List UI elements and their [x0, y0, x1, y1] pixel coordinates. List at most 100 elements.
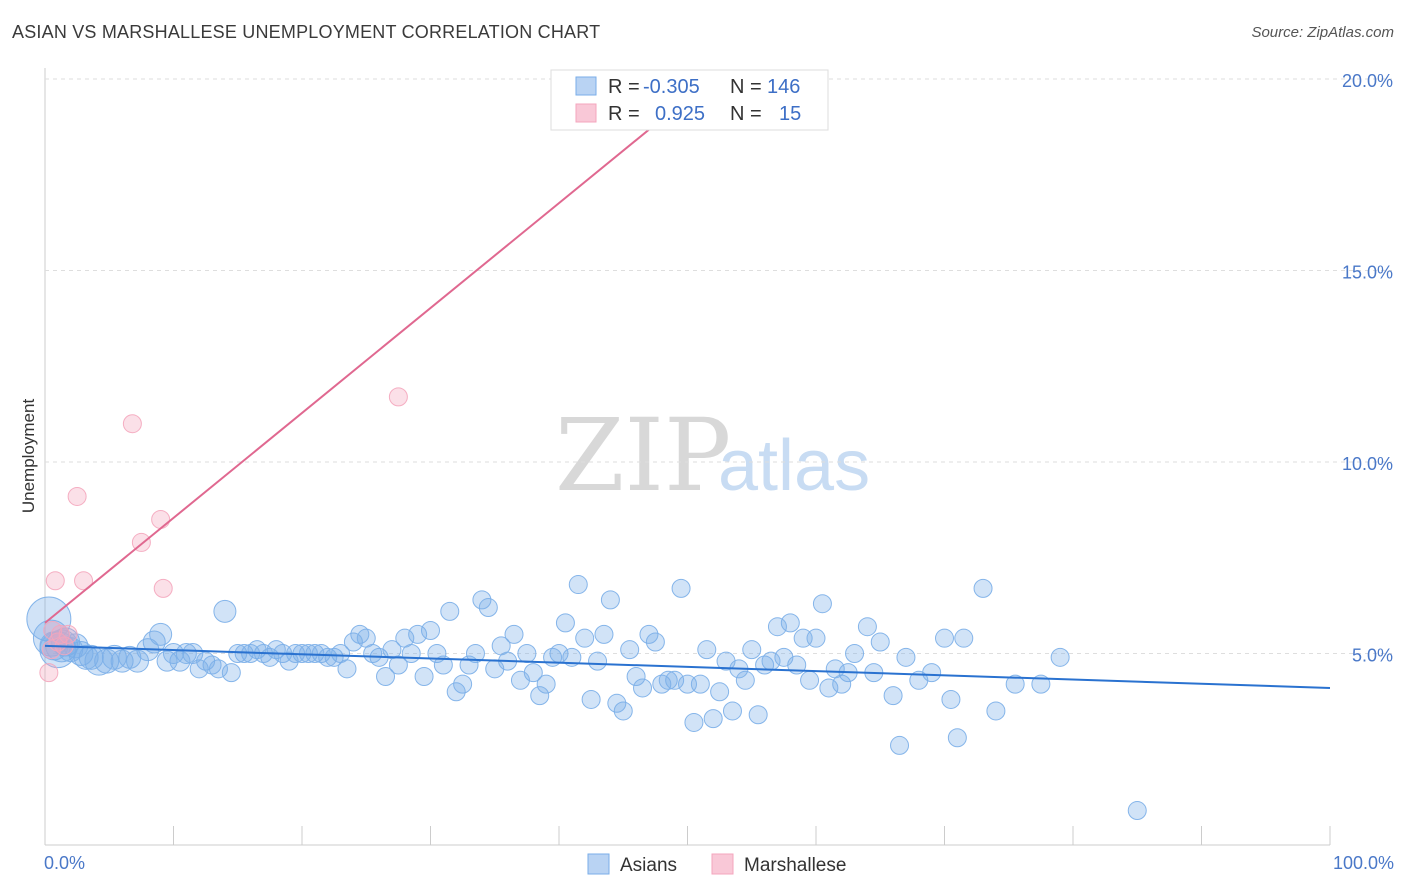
watermark-zip: ZIP [555, 397, 731, 514]
asians-point-76 [517, 644, 537, 663]
legend-r-label-marshallese: R = [608, 103, 640, 125]
asians-point-131 [883, 686, 903, 706]
legend-n-value-marshallese: 15 [779, 103, 801, 125]
asians-point-144 [1050, 647, 1070, 667]
asians-point-95 [639, 624, 659, 644]
source-label: Source: ZipAtlas.com [1251, 24, 1394, 41]
asians-point-103 [690, 674, 710, 694]
asians-point-30 [221, 663, 241, 683]
asians-point-58 [401, 644, 421, 663]
asians-point-89 [600, 590, 620, 610]
x-ticks [173, 826, 1331, 845]
asians-point-61 [421, 621, 440, 641]
trend-lines [44, 97, 1331, 689]
y-tick-label-15: 15.0% [1342, 263, 1393, 283]
chart-title: ASIAN VS MARSHALLESE UNEMPLOYMENT CORREL… [12, 22, 601, 42]
legend-n-label-asians: N = [730, 76, 762, 98]
asians-point-59 [408, 624, 428, 644]
asians-point-136 [935, 628, 954, 648]
asians-point-91 [613, 701, 633, 721]
asians-point-25 [189, 659, 209, 679]
asians-point-29 [213, 599, 237, 623]
legend-r-label-asians: R = [608, 76, 640, 98]
marshallese-point-9 [74, 571, 94, 591]
legend-r-value-asians: -0.305 [643, 76, 700, 98]
marshallese-trend-line [44, 97, 689, 624]
asians-point-106 [710, 682, 730, 702]
asians-point-85 [575, 628, 595, 648]
asians-point-132 [890, 735, 910, 755]
asians-point-120 [800, 670, 820, 690]
y-tick-label-5: 5.0% [1352, 646, 1393, 666]
asians-point-133 [896, 647, 916, 667]
asians-point-54 [376, 666, 396, 686]
series-asians-points [26, 575, 1147, 821]
asians-point-93 [626, 666, 646, 686]
asians-point-92 [620, 640, 640, 660]
asians-point-24 [182, 643, 204, 664]
legend-r-value-marshallese: 0.925 [655, 103, 705, 125]
asians-point-141 [986, 701, 1006, 721]
asians-point-142 [1005, 674, 1025, 694]
asians-point-64 [440, 601, 460, 621]
asians-point-108 [722, 701, 742, 721]
asians-point-86 [581, 689, 601, 709]
asians-point-9 [73, 644, 99, 670]
asians-point-45 [318, 647, 338, 667]
asians-point-84 [568, 575, 588, 595]
bottom-legend-label-asians: Asians [620, 855, 677, 876]
watermark: ZIP atlas [555, 397, 870, 514]
asians-point-135 [922, 663, 942, 683]
asians-point-127 [845, 644, 865, 663]
marshallese-point-7 [58, 624, 78, 644]
asians-point-18 [142, 630, 166, 654]
asians-point-48 [337, 659, 357, 679]
marshallese-point-12 [151, 509, 171, 529]
asians-point-137 [941, 689, 961, 709]
series-legend: Asians Marshallese [587, 853, 846, 876]
asians-point-143 [1031, 674, 1051, 694]
asians-point-110 [735, 670, 755, 690]
asians-point-140 [973, 578, 993, 598]
watermark-atlas: atlas [718, 426, 870, 506]
asians-point-83 [562, 647, 582, 667]
asians-point-56 [388, 655, 408, 675]
asians-point-145 [1127, 801, 1147, 821]
legend-swatch-asians [575, 76, 597, 96]
asians-point-82 [555, 613, 575, 633]
asians-point-139 [954, 628, 974, 648]
y-tick-label-20: 20.0% [1342, 71, 1393, 91]
asians-point-49 [343, 632, 363, 652]
asians-point-69 [472, 590, 492, 610]
correlation-legend: R = -0.305 N = 146 R = 0.925 N = 15 [550, 69, 829, 131]
legend-n-value-asians: 146 [767, 76, 800, 98]
asians-trend-line [44, 644, 1331, 689]
asians-point-65 [446, 682, 466, 702]
x-tick-label-min: 0.0% [44, 853, 85, 873]
marshallese-point-10 [122, 414, 142, 434]
asians-point-121 [806, 628, 826, 648]
asians-point-78 [530, 686, 550, 706]
asians-point-104 [697, 640, 717, 660]
asians-point-123 [819, 678, 839, 698]
asians-point-19 [149, 622, 173, 646]
asians-point-74 [504, 624, 524, 644]
asians-point-111 [742, 640, 762, 660]
asians-point-99 [665, 670, 685, 690]
asians-point-63 [433, 655, 453, 675]
data-points [26, 387, 1147, 821]
asians-point-87 [588, 651, 608, 671]
asians-point-105 [703, 709, 723, 729]
asians-point-66 [453, 674, 473, 694]
x-tick-label-max: 100.0% [1333, 853, 1394, 873]
y-tick-labels: 5.0% 10.0% 15.0% 20.0% [1342, 71, 1393, 666]
asians-point-60 [414, 666, 434, 686]
y-axis-label: Unemployment [19, 399, 38, 514]
asians-point-128 [857, 617, 877, 637]
asians-point-70 [478, 598, 498, 618]
asians-point-138 [947, 728, 967, 748]
asians-point-88 [594, 624, 614, 644]
asians-point-23 [175, 643, 197, 664]
legend-swatch-marshallese [575, 103, 597, 123]
